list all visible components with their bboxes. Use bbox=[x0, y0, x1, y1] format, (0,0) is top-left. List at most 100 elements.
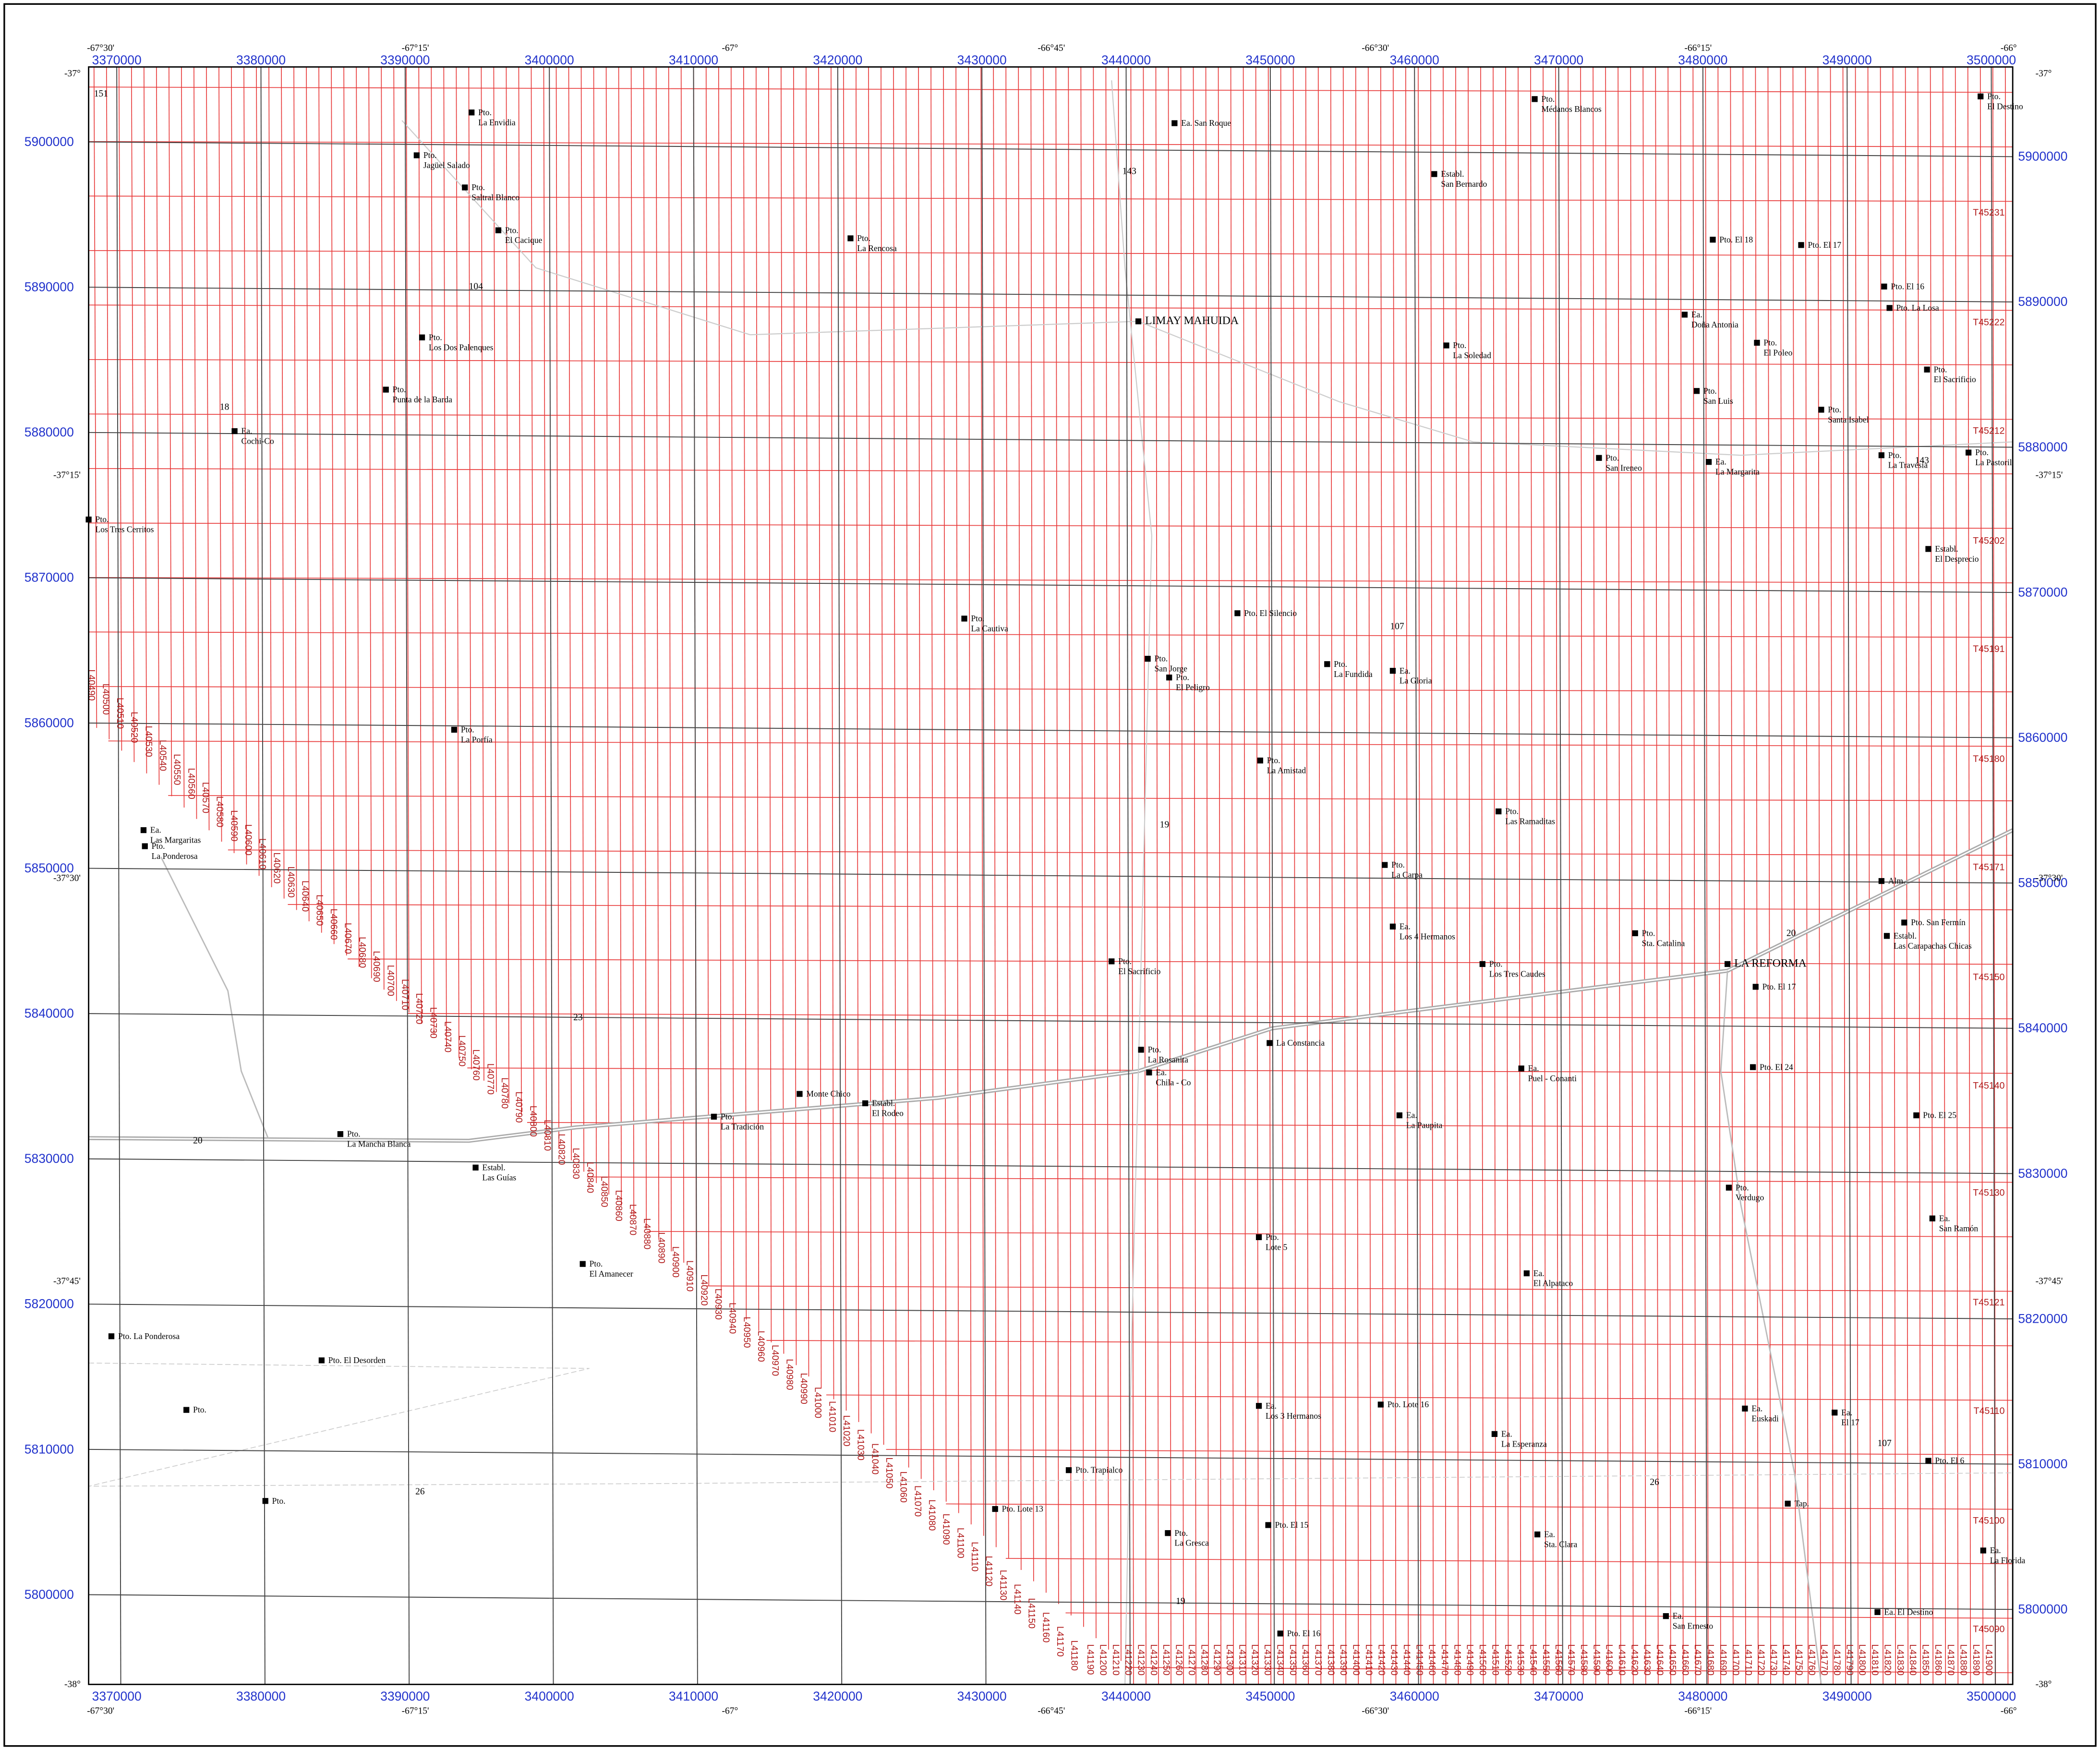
survey-line bbox=[680, 67, 685, 1263]
grid-line bbox=[88, 1013, 2013, 1029]
place-label: Ea. bbox=[1528, 1063, 1539, 1073]
survey-line bbox=[1642, 67, 1646, 1685]
longitude-label: -66°30' bbox=[1362, 1706, 1389, 1716]
place-marker bbox=[1818, 407, 1824, 413]
place-marker bbox=[1726, 1184, 1732, 1191]
survey-line bbox=[1330, 67, 1334, 1685]
place-label: Pto. El 16 bbox=[1287, 1629, 1321, 1638]
line-label: L41200 bbox=[1098, 1644, 1108, 1676]
place-marker bbox=[1663, 1613, 1669, 1619]
place: Pto.La Travesía bbox=[1878, 450, 1928, 470]
place: Pto.La Fundida bbox=[1324, 659, 1373, 679]
survey-line bbox=[1568, 67, 1571, 1685]
line-label: L40720 bbox=[414, 993, 424, 1024]
survey-line bbox=[2004, 67, 2009, 1685]
easting-label: 3380000 bbox=[236, 53, 286, 67]
longitude-label: -67°30' bbox=[87, 43, 114, 53]
easting-label: 3400000 bbox=[525, 1689, 574, 1703]
place-label: Establ. bbox=[1935, 544, 1958, 554]
place-marker bbox=[992, 1506, 998, 1512]
place-marker bbox=[413, 152, 420, 158]
line-label: L41660 bbox=[1680, 1644, 1690, 1676]
place-label: Pto. bbox=[429, 332, 442, 342]
survey-line bbox=[843, 67, 847, 1411]
place: LA REFORMA bbox=[1725, 957, 1807, 970]
survey-line bbox=[1555, 67, 1559, 1685]
survey-line bbox=[1955, 67, 1959, 1685]
place-marker bbox=[1479, 961, 1485, 967]
place: Ea.El 17 bbox=[1832, 1408, 1859, 1427]
place-label: La Rosanita bbox=[1148, 1055, 1189, 1064]
place-label: San Ramón bbox=[1939, 1223, 1979, 1233]
place: Pto.San Jorge bbox=[1145, 654, 1187, 674]
grid-line bbox=[549, 67, 554, 1685]
place-label: La Esperanza bbox=[1501, 1439, 1547, 1448]
easting-label: 3440000 bbox=[1101, 53, 1151, 67]
block-label: T45231 bbox=[1973, 207, 2004, 218]
line-label: L40860 bbox=[613, 1190, 624, 1221]
survey-line bbox=[406, 67, 410, 1013]
line-label: L41590 bbox=[1591, 1644, 1602, 1676]
place: Pto.Verdugo bbox=[1726, 1183, 1764, 1202]
survey-line bbox=[1680, 67, 1684, 1685]
place-marker bbox=[1265, 1522, 1271, 1528]
place-label: Las Ramaditas bbox=[1505, 817, 1555, 826]
survey-line bbox=[88, 304, 2013, 311]
line-label: L41280 bbox=[1199, 1644, 1209, 1676]
place: Pto.San Ireneo bbox=[1596, 453, 1642, 472]
easting-label: 3380000 bbox=[236, 1689, 286, 1703]
latitude-label: -37°30' bbox=[2036, 873, 2063, 883]
easting-label: 3460000 bbox=[1390, 53, 1439, 67]
northing-label: 5870000 bbox=[24, 570, 74, 585]
place: Pto.Santa Isabel bbox=[1818, 405, 1869, 424]
northing-label: 5820000 bbox=[24, 1297, 74, 1311]
survey-line bbox=[228, 849, 2013, 856]
place-label: Pto. Trapialco bbox=[1075, 1465, 1123, 1475]
place-marker bbox=[108, 1333, 115, 1340]
route-number: 151 bbox=[94, 89, 108, 99]
line-label: L41390 bbox=[1338, 1644, 1349, 1676]
place-label: Pto. El Desorden bbox=[328, 1355, 386, 1365]
easting-label: 3450000 bbox=[1245, 53, 1295, 67]
grid-line bbox=[1125, 67, 1131, 1685]
place-label: El Alpataco bbox=[1533, 1279, 1573, 1288]
place: Ea.San Ramón bbox=[1929, 1213, 1979, 1233]
line-label: L40710 bbox=[399, 979, 410, 1010]
place-label: Establ. bbox=[1894, 931, 1917, 941]
survey-line bbox=[1480, 67, 1484, 1685]
block-label: T45140 bbox=[1973, 1080, 2004, 1091]
route-number: 107 bbox=[1877, 1438, 1892, 1448]
line-label: L40630 bbox=[286, 867, 296, 898]
survey-line bbox=[1805, 67, 1809, 1685]
place-marker bbox=[1878, 452, 1884, 459]
line-label: L40790 bbox=[514, 1092, 524, 1123]
latitude-label: -37°15' bbox=[2036, 471, 2063, 481]
place-label: Pto. bbox=[1176, 673, 1189, 682]
survey-line bbox=[1130, 67, 1134, 1685]
survey-line bbox=[1593, 67, 1596, 1685]
place-marker bbox=[1146, 1069, 1152, 1075]
longitude-label: -66°45' bbox=[1038, 1706, 1065, 1716]
line-label: L41780 bbox=[1832, 1644, 1842, 1676]
place: Pto. Lote 13 bbox=[992, 1504, 1043, 1514]
survey-line bbox=[93, 67, 97, 728]
place-label: Tap. bbox=[1795, 1498, 1809, 1508]
line-label: L40660 bbox=[328, 909, 339, 940]
survey-line bbox=[356, 67, 360, 967]
place-label: Pto. bbox=[423, 150, 437, 160]
line-label: L41100 bbox=[955, 1528, 966, 1558]
place-label: Las Carapachas Chicas bbox=[1894, 941, 1972, 951]
line-label: L41490 bbox=[1465, 1644, 1475, 1676]
survey-line bbox=[1005, 1558, 2013, 1564]
place-label: Pto. bbox=[1148, 1045, 1161, 1054]
block-label: T45121 bbox=[1973, 1297, 2004, 1308]
place-marker bbox=[1632, 930, 1638, 936]
place: Pto. Lote 16 bbox=[1377, 1400, 1429, 1409]
survey-line bbox=[993, 67, 997, 1547]
line-label: L41420 bbox=[1376, 1644, 1387, 1676]
place-marker bbox=[1742, 1405, 1748, 1412]
place-label: Pto. bbox=[857, 233, 870, 243]
line-label: L40910 bbox=[685, 1260, 695, 1291]
place-label: Pto. bbox=[1888, 450, 1902, 460]
place-label: El Sacrificio bbox=[1934, 374, 1976, 384]
